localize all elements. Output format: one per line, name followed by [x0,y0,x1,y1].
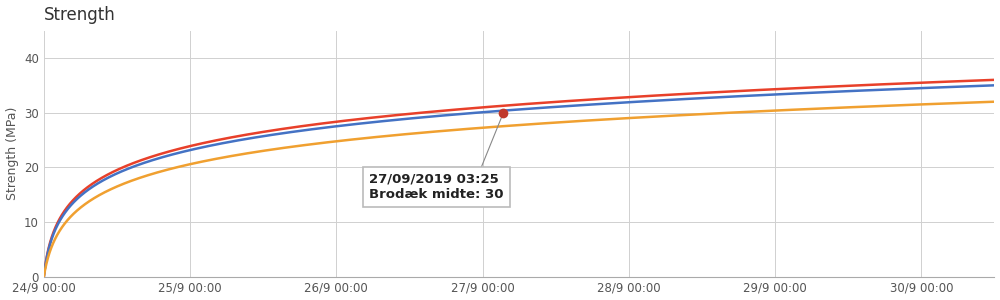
Text: 27/09/2019 03:25
Brodæk midte: 30: 27/09/2019 03:25 Brodæk midte: 30 [369,173,504,201]
Text: Strength: Strength [44,6,116,24]
Y-axis label: Strength (MPa): Strength (MPa) [6,107,19,200]
